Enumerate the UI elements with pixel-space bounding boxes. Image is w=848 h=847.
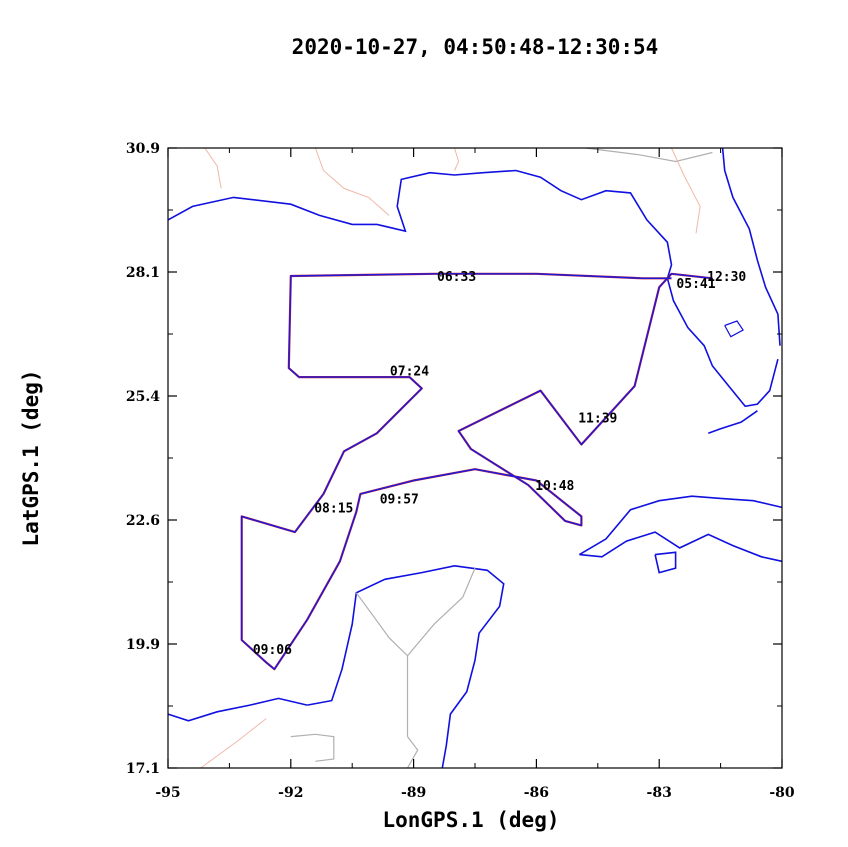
coast-campeche: [167, 697, 308, 722]
time-annotation: 11:39: [578, 412, 617, 427]
coast-yucatan: [307, 564, 505, 769]
x-tick-label: -86: [524, 785, 549, 801]
coast-keys: [708, 410, 758, 435]
y-tick-label: 25.4: [126, 389, 160, 405]
river-mississippi: [314, 147, 390, 216]
time-annotation: 12:30: [707, 270, 746, 285]
lake-okeechobee: [724, 320, 744, 338]
y-axis-label: LatGPS.1 (deg): [19, 369, 43, 546]
axes: -95 -92 -89 -86 -83 -80 17.1 19.9 22.6 25.4 28.1 30…: [126, 141, 795, 801]
border-yucatan-campeche: [355, 592, 409, 737]
y-tick-label: 22.6: [126, 513, 160, 529]
y-tick-label: 28.1: [126, 265, 160, 281]
plot-frame: [167, 147, 783, 769]
chart-title: 2020-10-27, 04:50:48-12:30:54: [292, 35, 659, 59]
coast-gulf-north: [167, 169, 673, 279]
basemap: [167, 147, 783, 769]
flight-track-line-0: [240, 273, 713, 670]
time-annotation: 06:33: [437, 270, 476, 285]
x-tick-label: -89: [401, 785, 426, 801]
river-alabama: [454, 147, 460, 171]
border-yucatan-qroo: [407, 567, 476, 657]
time-annotations: 06:33 07:24 08:15 09:06 09:57 10:48 11:39 05:41…: [253, 270, 747, 658]
border-us-canada-region: [585, 147, 713, 163]
time-annotation: 10:48: [535, 479, 574, 494]
x-axis-label: LonGPS.1 (deg): [382, 808, 559, 832]
river-texas: [204, 147, 222, 189]
time-annotation: 07:24: [390, 364, 429, 379]
coast-isla-juventud: [654, 551, 677, 574]
time-annotation: 09:57: [380, 492, 419, 507]
border-mexico-guatemala: [290, 733, 335, 762]
river-mexico: [200, 718, 267, 769]
flight-track: [240, 272, 713, 671]
time-annotation: 05:41: [676, 277, 715, 292]
y-tick-label: 19.9: [126, 637, 160, 653]
river-florida: [671, 147, 701, 234]
coast-florida-west: [666, 278, 779, 408]
x-tick-label: -95: [155, 785, 180, 801]
border-belize: [406, 736, 419, 769]
x-tick-label: -80: [769, 785, 795, 801]
coast-cuba-south: [579, 531, 783, 563]
time-annotation: 08:15: [314, 501, 353, 516]
time-annotation: 09:06: [253, 643, 292, 658]
x-tick-label: -92: [278, 785, 303, 801]
coast-florida-east: [721, 147, 781, 346]
y-tick-label: 30.9: [126, 141, 160, 157]
x-tick-label: -83: [647, 785, 672, 801]
coast-cuba-north: [578, 495, 783, 556]
y-tick-label: 17.1: [126, 761, 160, 777]
